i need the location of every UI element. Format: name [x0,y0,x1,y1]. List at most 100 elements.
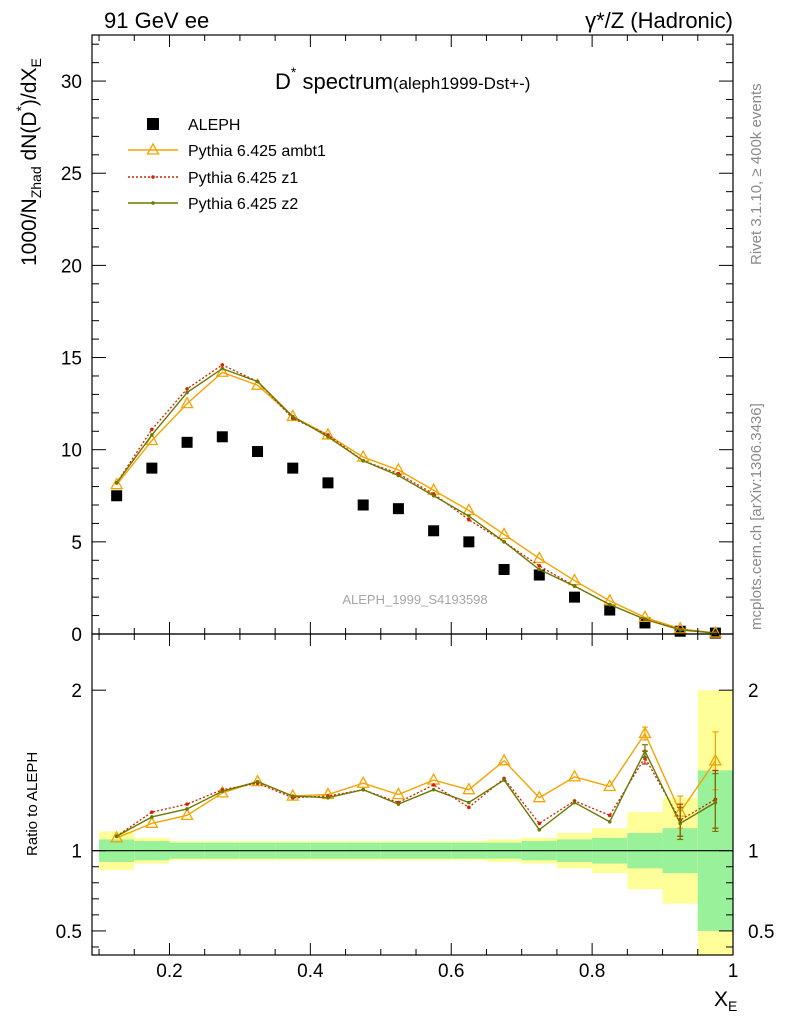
ratio-pythia-6-425-z2-marker [467,800,471,805]
legend-label: Pythia 6.425 ambt1 [188,143,326,160]
main-aleph-data-point [216,431,228,443]
main-y-axis-label: 1000/NZhad dN(D*)/dXE [13,58,44,266]
mcplots-label: mcplots.cern.ch [arXiv:1306.3436] [748,403,765,630]
ratio-y-tick-label: 2 [71,681,82,702]
main-pythia-6-425-ambt1-marker [532,551,546,564]
rivet-label: Rivet 3.1.10, ≥ 400k events [748,83,765,265]
ratio-frame [91,633,734,956]
ratio-pythia-6-425-ambt1-marker [391,787,406,800]
ratio-pythia-6-425-z2-marker [572,800,577,805]
ratio-y-tick-label: 0.5 [56,922,82,943]
main-aleph-data-point [111,490,123,502]
ratio-pythia-6-425-ambt1-marker [110,830,124,843]
main-pythia-6-425-ambt1-marker [321,427,335,440]
main-panel: 0 5 10 15 20 25 30 [61,34,734,646]
x-tick-label: 0.6 [438,961,464,982]
main-pythia-6-425-z2-marker [607,602,612,607]
main-pythia-6-425-z1-marker [537,564,542,568]
main-aleph-data-point [392,503,404,515]
main-pythia-6-425-z2-marker [502,540,506,544]
ratio-pythia-6-425-z2-marker [361,787,365,792]
ratio-pythia-6-425-ambt1-marker [497,753,511,766]
main-pythia-6-425-z2-marker [643,617,647,622]
main-aleph-data-point [569,591,581,603]
ratio-pythia-6-425-z2-marker [255,779,260,784]
main-pythia-6-425-ambt1-marker [110,477,124,490]
main-pythia-6-425-z1-marker [220,363,225,367]
ratio-pythia-6-425-z2-marker [185,807,189,811]
x-axis-label: XE [714,988,737,1014]
main-pythia-6-425-ambt1-marker [180,396,194,409]
main-aleph-data-point [639,617,651,629]
legend-marker [151,175,155,179]
main-aleph-data-point [146,462,158,474]
ratio-pythia-6-425-z1-marker [467,805,471,810]
legend-label: Pythia 6.425 z1 [188,170,298,187]
main-pythia-6-425-ambt1-marker [708,625,722,638]
main-pythia-6-425-z2-marker [431,493,436,498]
main-pythia-6-425-z2-marker [255,379,260,384]
main-y-tick-label: 25 [61,164,82,185]
main-aleph-data-point [322,477,334,489]
main-y-label-a: 1000/N [18,198,41,266]
ratio-pythia-6-425-ambt1-marker [250,774,265,787]
ratio-pythia-6-425-z1-marker [537,821,542,826]
main-aleph-data-point [428,525,440,537]
main-pythia-6-425-z1-marker [150,427,154,432]
main-pythia-6-425-z2-marker [572,584,577,588]
ratio-pythia-6-425-z2-marker [150,815,154,819]
legend-label: ALEPH [188,117,240,134]
legend-marker [146,142,160,155]
ratio-pythia-6-425-ambt1-marker [638,726,652,739]
ratio-pythia-6-425-ambt1-marker [180,808,194,821]
main-pythia-6-425-z2-marker [537,567,542,572]
ratio-pythia-6-425-z1-marker [607,813,612,818]
header-right: γ*/Z (Hadronic) [585,8,733,33]
ratio-pythia-6-425-z2-marker [537,828,542,832]
main-aleph-data-point [252,446,264,458]
ratio-pythia-6-425-z2-series-line [116,749,716,837]
ratio-pythia-6-425-ambt1-marker [462,782,476,795]
plot-title: D* spectrum(aleph1999-Dst+-) [275,64,530,94]
ratio-pythia-6-425-ambt1-marker [567,769,582,782]
ratio-pythia-6-425-ambt1-marker [145,816,159,829]
ratio-pythia-6-425-z1-marker [185,802,189,806]
ratio-pythia-6-425-z2-marker [220,789,225,794]
header-left: 91 GeV ee [104,8,209,33]
ratio-pythia-6-425-ambt1-marker [356,775,370,788]
main-pythia-6-425-z2-series-line [116,367,716,634]
ratio-y-tick-label-right: 1 [748,842,759,863]
main-y-tick-label: 5 [71,533,82,554]
ratio-y-tick-label-right: 2 [748,681,759,702]
main-y-tick-label: 30 [61,72,82,93]
main-pythia-6-425-z2-marker [290,414,295,419]
main-pythia-6-425-ambt1-series-line [116,371,716,634]
main-pythia-6-425-ambt1-marker [497,527,511,540]
plot-title-rest: spectrum [296,69,393,94]
main-y-label-sup: * [13,106,29,112]
main-y-label-c: )/dX [18,68,41,107]
main-y-tick-label: 0 [71,625,82,646]
ratio-pythia-6-425-ambt1-marker [708,753,722,766]
main-aleph-data-point [604,604,616,616]
ratio-pythia-6-425-z2-marker [678,821,682,826]
ratio-pythia-6-425-z2-marker [290,794,295,798]
ratio-pythia-6-425-ambt1-marker [603,779,617,792]
ratio-pythia-6-425-z2-marker [643,749,647,753]
watermark: ALEPH_1999_S4193598 [342,592,487,607]
main-pythia-6-425-z1-marker [185,387,189,391]
main-pythia-6-425-z2-marker [185,390,189,395]
ratio-pythia-6-425-z2-marker [431,787,436,792]
ratio-pythia-6-425-ambt1-series-line [116,732,716,839]
main-y-label-sub1: Zhad [28,166,44,198]
main-y-tick-label: 20 [61,256,82,277]
ratio-y-tick-label: 1 [71,842,82,863]
main-aleph-data-point [498,563,510,575]
ratio-pythia-6-425-z2-marker [502,778,506,782]
main-y-tick-label: 10 [61,441,82,462]
ratio-pythia-6-425-ambt1-marker [532,790,546,803]
plot-title-main: D [275,69,291,94]
main-pythia-6-425-z2-marker [396,473,401,478]
main-aleph-data-point [357,499,369,511]
